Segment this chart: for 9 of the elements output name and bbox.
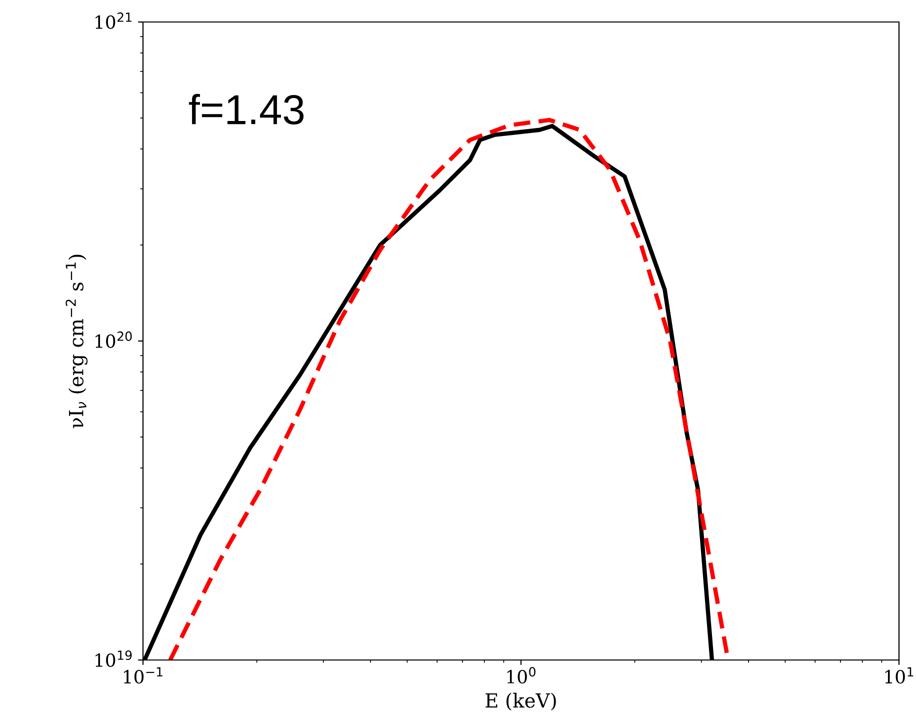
y-tick-label: 10$^{19}$ bbox=[96, 650, 132, 667]
y-axis-title: νI$_{ν}$ (erg cm$^{−2}$ s$^{−1}$) bbox=[66, 254, 88, 428]
y-tick-label: 10$^{21}$ bbox=[96, 12, 132, 29]
annotation: f=1.43 bbox=[188, 94, 304, 124]
x-tick-label: 10$^{0}$ bbox=[507, 667, 536, 684]
x-tick-label: 10$^{1}$ bbox=[885, 667, 914, 684]
x-axis-title: E (keV) bbox=[486, 692, 556, 711]
x-tick-label: 10$^{−1}$ bbox=[124, 667, 162, 684]
y-tick-label: 10$^{20}$ bbox=[96, 331, 132, 348]
